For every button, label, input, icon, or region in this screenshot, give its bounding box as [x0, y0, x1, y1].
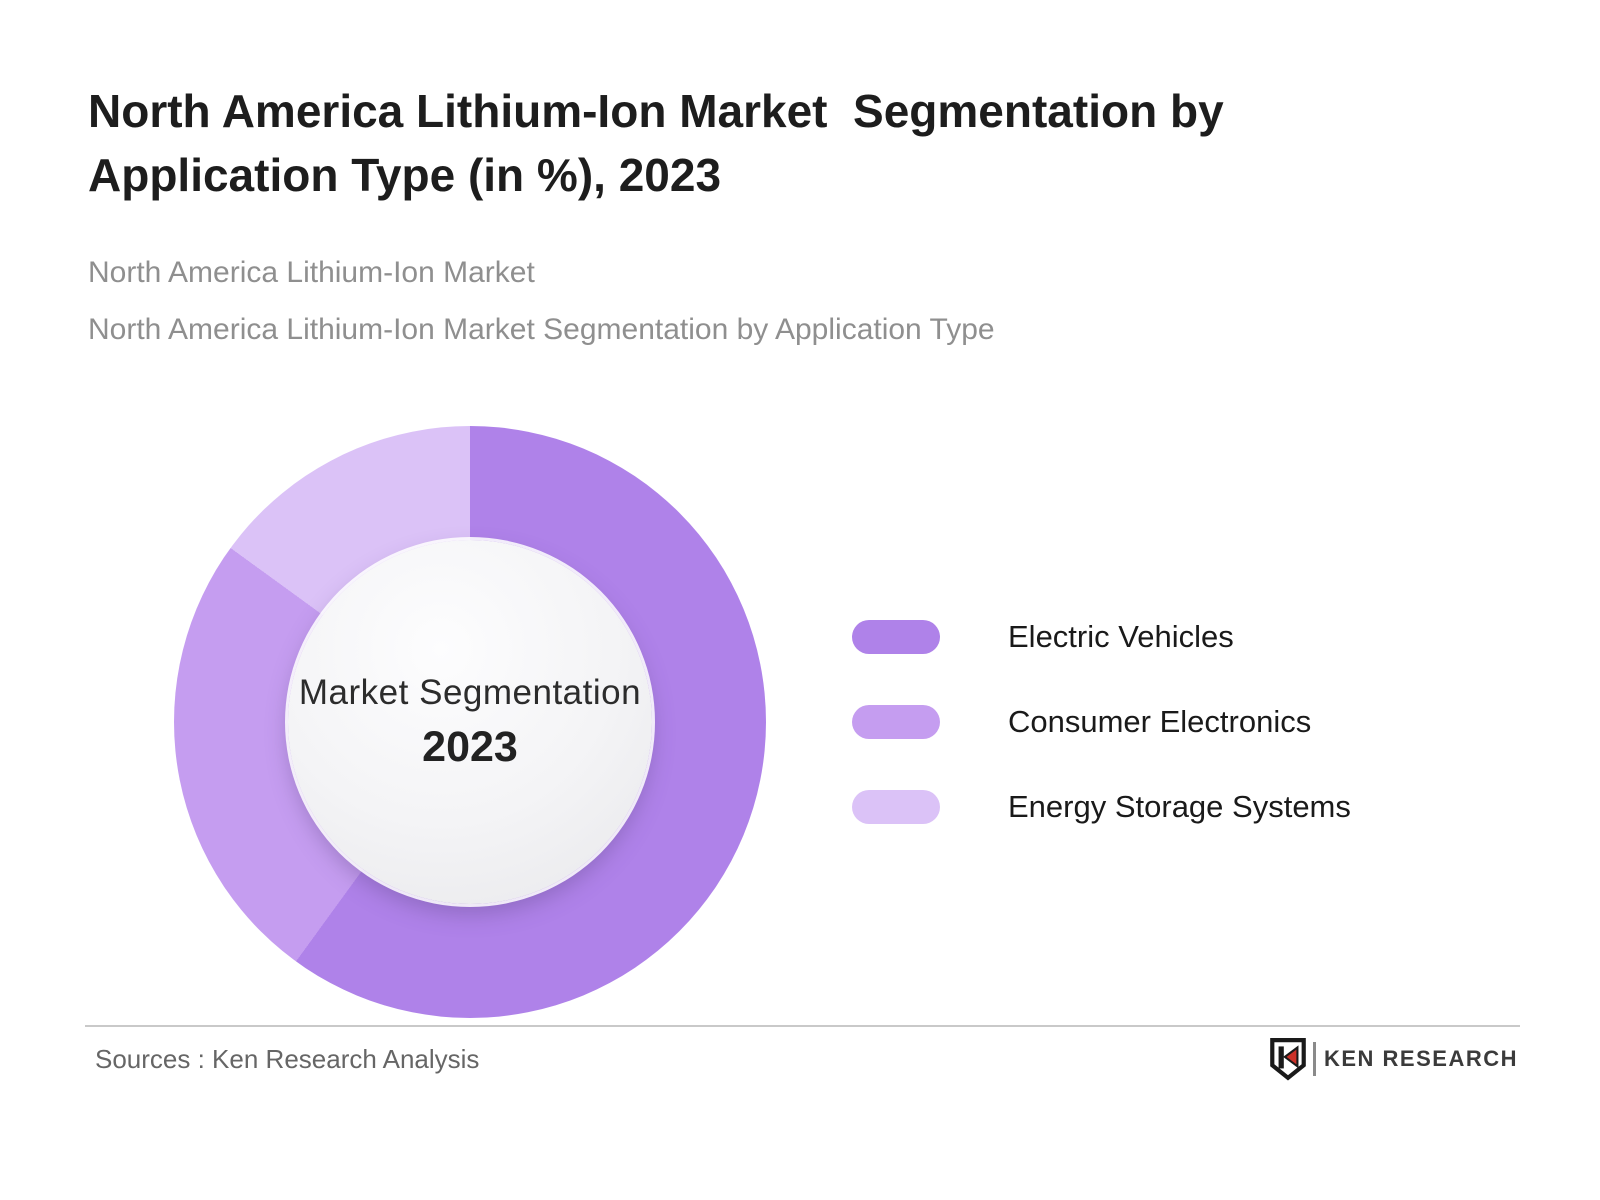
donut-center: Market Segmentation 2023	[288, 540, 652, 904]
legend-swatch-electric-vehicles	[852, 620, 940, 654]
legend-item-electric-vehicles: Electric Vehicles	[852, 619, 1351, 654]
subtitle-line-1: North America Lithium-Ion Market	[88, 256, 535, 289]
ken-research-logo: KEN RESEARCH	[1269, 1037, 1518, 1081]
page-title: North America Lithium-Ion Market Segment…	[88, 85, 1235, 201]
legend-label-consumer-electronics: Consumer Electronics	[1008, 704, 1312, 739]
legend-swatch-consumer-electronics	[852, 705, 940, 739]
legend-item-energy-storage-systems: Energy Storage Systems	[852, 789, 1351, 824]
logo-text: KEN RESEARCH	[1323, 1046, 1518, 1071]
ken-research-shield-icon	[1270, 1038, 1306, 1081]
donut-chart: Market Segmentation 2023	[174, 426, 766, 1018]
donut-center-label: Market Segmentation	[298, 672, 642, 712]
legend-swatch-energy-storage-systems	[852, 790, 940, 824]
legend-label-electric-vehicles: Electric Vehicles	[1008, 619, 1234, 654]
legend-item-consumer-electronics: Consumer Electronics	[852, 704, 1351, 739]
donut-center-year: 2023	[422, 722, 518, 771]
footer: Sources : Ken Research Analysis KEN RESE…	[85, 1025, 1520, 1081]
sources-note: Sources : Ken Research Analysis	[95, 1043, 480, 1074]
legend-label-energy-storage-systems: Energy Storage Systems	[1008, 789, 1351, 824]
logo-divider	[1312, 1042, 1316, 1076]
subtitle-line-2: North America Lithium-Ion Market Segment…	[88, 313, 995, 346]
legend: Electric Vehicles Consumer Electronics E…	[852, 619, 1351, 875]
